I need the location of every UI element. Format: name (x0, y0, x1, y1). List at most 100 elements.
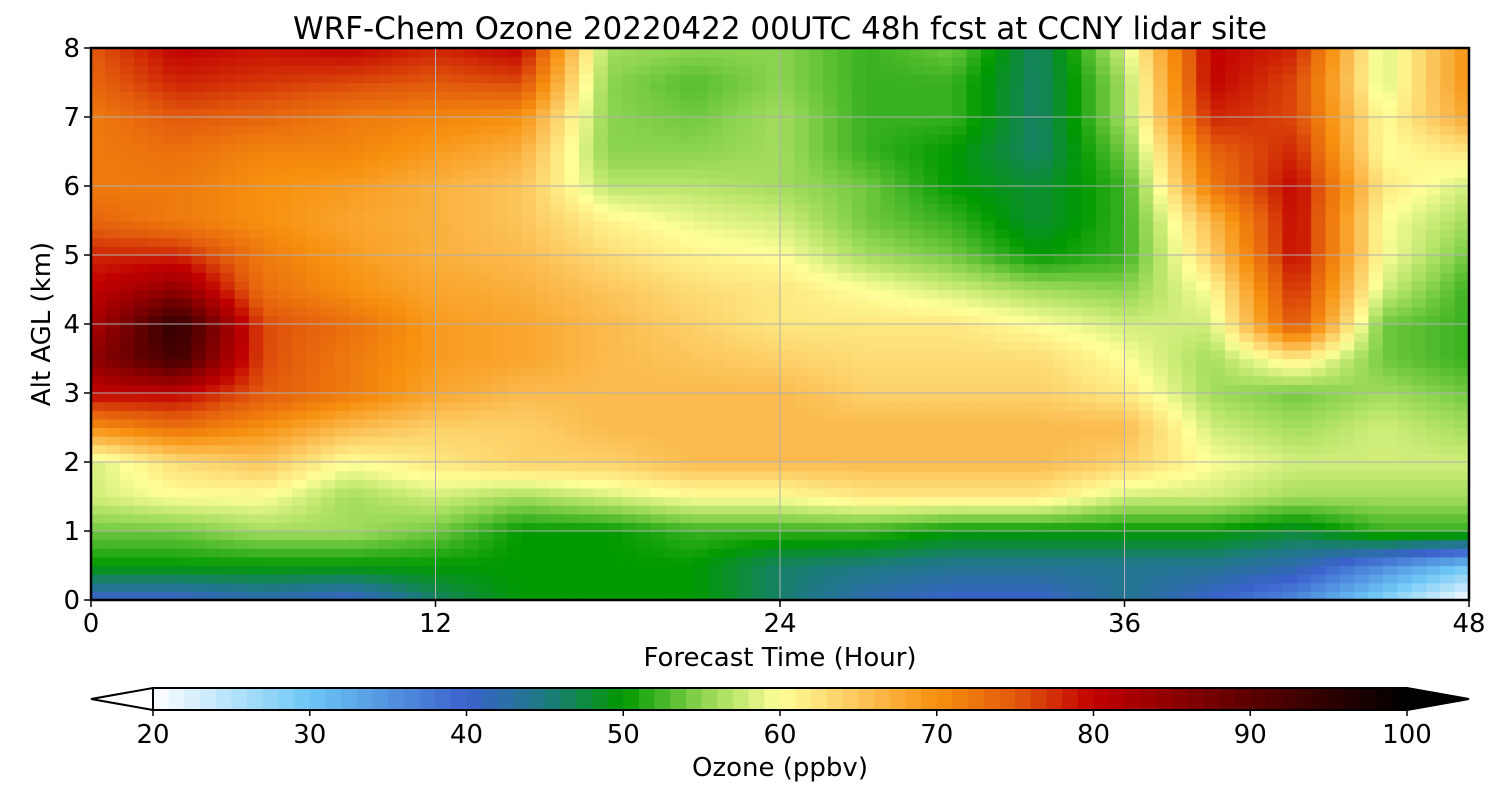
heatmap-cell (808, 479, 824, 489)
heatmap-cell (392, 332, 408, 342)
heatmap-cell (952, 548, 968, 558)
heatmap-cell (1153, 220, 1169, 230)
heatmap-cell (851, 349, 867, 360)
heatmap-cell (392, 194, 408, 204)
heatmap-cell (550, 427, 566, 437)
heatmap-cell (507, 591, 523, 601)
heatmap-cell (765, 237, 781, 247)
heatmap-cell (1067, 401, 1083, 411)
heatmap-cell (105, 444, 121, 454)
heatmap-cell (1397, 470, 1413, 480)
heatmap-cell (134, 410, 150, 420)
heatmap-cell (119, 194, 135, 204)
heatmap-cell (866, 393, 882, 403)
heatmap-cell (320, 574, 336, 584)
heatmap-cell (421, 324, 437, 334)
heatmap-cell (980, 160, 996, 170)
heatmap-cell (1397, 246, 1413, 256)
heatmap-cell (134, 255, 150, 265)
heatmap-cell (1354, 186, 1370, 196)
heatmap-cell (980, 246, 996, 256)
heatmap-cell (550, 237, 566, 247)
heatmap-cell (736, 315, 752, 325)
heatmap-cell (349, 315, 365, 325)
heatmap-cell (162, 298, 178, 308)
heatmap-cell (148, 272, 164, 282)
heatmap-cell (1052, 160, 1068, 170)
heatmap-cell (1268, 229, 1283, 239)
heatmap-cell (736, 556, 752, 567)
heatmap-cell (1440, 332, 1456, 342)
heatmap-cell (392, 177, 408, 187)
heatmap-cell (1095, 341, 1111, 351)
heatmap-cell (392, 436, 408, 446)
heatmap-cell (1038, 263, 1054, 273)
heatmap-cell (909, 367, 925, 377)
heatmap-cell (105, 349, 121, 360)
heatmap-cell (1038, 186, 1054, 196)
heatmap-cell (306, 298, 322, 308)
heatmap-cell (263, 160, 279, 170)
heatmap-cell (392, 237, 408, 247)
heatmap-cell (205, 332, 221, 342)
heatmap-cell (980, 229, 996, 239)
heatmap-cell (1382, 531, 1398, 541)
heatmap-cell (909, 393, 925, 403)
heatmap-cell (521, 237, 537, 247)
heatmap-cell (335, 505, 350, 515)
heatmap-cell (1153, 263, 1169, 273)
heatmap-cell (1196, 324, 1212, 334)
heatmap-cell (622, 306, 638, 316)
heatmap-cell (234, 548, 250, 558)
heatmap-cell (736, 470, 752, 480)
heatmap-cell (780, 522, 795, 532)
heatmap-cell (722, 375, 738, 385)
heatmap-cell (1454, 186, 1470, 196)
heatmap-cell (162, 341, 178, 351)
heatmap-cell (162, 513, 178, 523)
heatmap-cell (105, 358, 121, 368)
heatmap-cell (148, 582, 164, 592)
heatmap-cell (177, 522, 193, 532)
heatmap-cell (679, 280, 695, 291)
heatmap-cell (995, 513, 1011, 523)
heatmap-cell (722, 160, 738, 170)
heatmap-cell (780, 574, 795, 584)
heatmap-cell (205, 280, 221, 291)
heatmap-cell (507, 574, 523, 584)
heatmap-cell (406, 263, 422, 273)
heatmap-cell (1067, 444, 1083, 454)
heatmap-cell (894, 349, 910, 360)
heatmap-cell (1325, 496, 1341, 506)
heatmap-cell (277, 306, 293, 316)
heatmap-cell (1354, 289, 1370, 299)
heatmap-cell (1382, 324, 1398, 334)
heatmap-cell (823, 436, 839, 446)
heatmap-cell (507, 393, 523, 403)
heatmap-cell (406, 280, 422, 291)
heatmap-cell (105, 531, 121, 541)
heatmap-cell (693, 324, 709, 334)
heatmap-cell (91, 177, 106, 187)
heatmap-cell (693, 306, 709, 316)
heatmap-cell (277, 349, 293, 360)
heatmap-cell (1167, 324, 1183, 334)
heatmap-cell (1181, 160, 1197, 170)
heatmap-cell (406, 522, 422, 532)
heatmap-cell (421, 470, 437, 480)
heatmap-cell (205, 496, 221, 506)
heatmap-cell (349, 565, 365, 575)
heatmap-cell (579, 453, 594, 463)
heatmap-cell (693, 427, 709, 437)
heatmap-cell (751, 479, 767, 489)
heatmap-cell (1368, 574, 1384, 584)
heatmap-cell (1296, 246, 1312, 256)
heatmap-cell (449, 496, 465, 506)
heatmap-cell (1224, 332, 1240, 342)
heatmap-cell (622, 531, 638, 541)
heatmap-cell (306, 229, 322, 239)
heatmap-cell (1110, 513, 1126, 523)
heatmap-cell (1196, 427, 1212, 437)
heatmap-cell (679, 349, 695, 360)
heatmap-cell (564, 211, 580, 222)
